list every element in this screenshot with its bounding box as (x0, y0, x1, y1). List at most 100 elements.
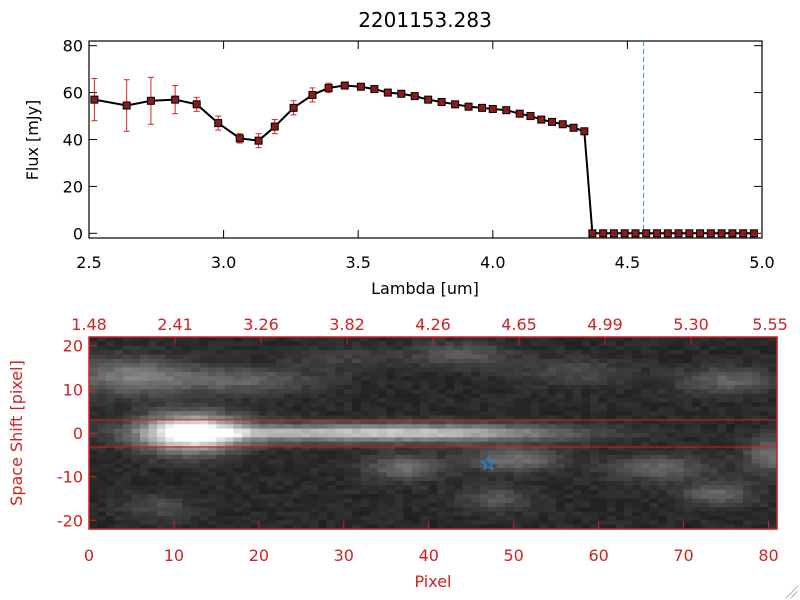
image-pixel (573, 402, 583, 408)
image-pixel (250, 515, 260, 521)
image-pixel (530, 485, 540, 491)
image-pixel (496, 433, 506, 438)
image-pixel (598, 433, 608, 438)
image-pixel (539, 345, 549, 351)
image-pixel (743, 520, 753, 526)
resize-grip-icon[interactable] (785, 585, 799, 599)
image-pixel (292, 337, 302, 342)
image-pixel (301, 450, 311, 456)
image-pixel (122, 485, 133, 491)
image-pixel (632, 520, 642, 526)
data-point (370, 85, 379, 94)
image-pixel (369, 419, 379, 425)
image-pixel (224, 446, 234, 452)
image-pixel (590, 515, 600, 521)
image-pixel (131, 485, 141, 491)
image-pixel (199, 376, 209, 382)
image-pixel (267, 520, 277, 526)
image-pixel (386, 402, 396, 408)
image-pixel (377, 358, 387, 364)
image-pixel (386, 380, 396, 386)
image-pixel (488, 367, 498, 373)
image-pixel (590, 472, 600, 478)
image-pixel (666, 485, 676, 491)
image-pixel (479, 367, 489, 373)
image-pixel (250, 472, 260, 478)
image-pixel (547, 481, 557, 486)
image-pixel (352, 358, 362, 364)
image-pixel (700, 358, 710, 364)
image-pixel (156, 367, 167, 373)
image-pixel (360, 489, 370, 495)
image-pixel (292, 481, 302, 486)
image-pixel (428, 494, 438, 500)
image-pixel (768, 380, 778, 386)
image-pixel (360, 494, 370, 500)
x-tick-label: 5.0 (749, 253, 774, 272)
image-pixel (131, 385, 141, 390)
image-pixel (224, 467, 234, 473)
image-pixel (479, 489, 489, 495)
image-pixel (624, 376, 634, 382)
image-pixel (301, 371, 311, 377)
image-pixel (97, 354, 107, 360)
image-pixel (233, 428, 243, 434)
image-pixel (709, 481, 719, 486)
data-point (192, 100, 201, 109)
image-pixel (709, 376, 719, 382)
image-pixel (581, 398, 591, 404)
image-pixel (182, 433, 192, 438)
image-pixel (539, 433, 549, 438)
image-pixel (156, 393, 167, 399)
image-pixel (165, 354, 175, 360)
image-pixel (675, 481, 685, 486)
image-pixel (598, 345, 608, 351)
image-pixel (97, 363, 107, 369)
image-pixel (309, 459, 319, 465)
image-pixel (292, 428, 302, 434)
image-pixel (114, 520, 124, 526)
image-pixel (556, 441, 566, 447)
image-pixel (564, 345, 574, 351)
image-pixel (428, 358, 438, 364)
image-pixel (454, 515, 464, 521)
image-pixel (352, 476, 362, 482)
image-pixel (564, 489, 574, 495)
image-pixel (709, 345, 719, 351)
image-pixel (309, 507, 319, 513)
image-pixel (760, 454, 770, 460)
image-pixel (386, 367, 396, 373)
image-pixel (131, 463, 141, 469)
image-pixel (717, 498, 727, 504)
image-pixel (471, 419, 481, 425)
image-pixel (573, 419, 583, 425)
image-pixel (445, 502, 455, 508)
image-pixel (284, 341, 294, 347)
image-pixel (173, 441, 184, 447)
image-pixel (488, 398, 498, 404)
image-pixel (462, 371, 472, 377)
image-pixel (343, 494, 353, 500)
image-pixel (726, 393, 736, 399)
image-pixel (216, 428, 226, 434)
spectrum-x-axis-label: Lambda [um] (371, 279, 479, 298)
image-pixel (173, 363, 184, 369)
image-pixel (182, 389, 192, 395)
image-pixel (190, 363, 201, 369)
image-pixel (675, 428, 685, 434)
image-pixel (318, 489, 328, 495)
image-pixel (734, 476, 744, 482)
image-pixel (743, 358, 753, 364)
image-pixel (377, 507, 387, 513)
image-pixel (326, 520, 336, 526)
image-pixel (309, 463, 319, 469)
image-pixel (556, 511, 566, 517)
image-pixel (717, 524, 727, 530)
image-pixel (403, 354, 413, 360)
image-pixel (488, 494, 498, 500)
image-pixel (326, 402, 336, 408)
image-pixel (471, 502, 481, 508)
image-pixel (292, 463, 302, 469)
image-pixel (471, 358, 481, 364)
image-pixel (241, 367, 251, 373)
